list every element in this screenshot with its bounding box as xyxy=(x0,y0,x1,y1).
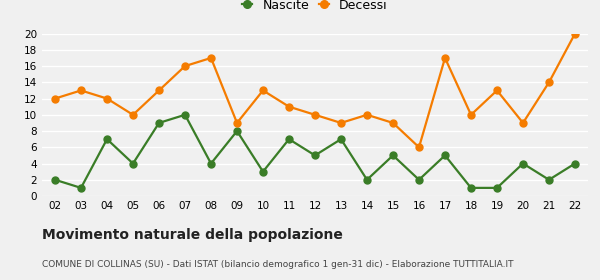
Nascite xyxy=(286,137,293,141)
Nascite xyxy=(467,186,475,190)
Decessi xyxy=(545,81,553,84)
Decessi xyxy=(52,97,59,100)
Legend: Nascite, Decessi: Nascite, Decessi xyxy=(238,0,392,17)
Decessi xyxy=(311,113,319,116)
Decessi xyxy=(364,113,371,116)
Nascite xyxy=(442,154,449,157)
Nascite xyxy=(77,186,85,190)
Nascite xyxy=(415,178,422,181)
Nascite xyxy=(181,113,188,116)
Decessi xyxy=(286,105,293,108)
Text: Movimento naturale della popolazione: Movimento naturale della popolazione xyxy=(42,228,343,242)
Decessi xyxy=(181,64,188,68)
Nascite xyxy=(311,154,319,157)
Decessi xyxy=(520,121,527,125)
Nascite xyxy=(337,137,344,141)
Nascite xyxy=(52,178,59,181)
Nascite xyxy=(155,121,163,125)
Nascite xyxy=(259,170,266,173)
Nascite xyxy=(233,129,241,133)
Decessi xyxy=(77,89,85,92)
Decessi xyxy=(233,121,241,125)
Nascite xyxy=(389,154,397,157)
Decessi xyxy=(103,97,110,100)
Decessi xyxy=(259,89,266,92)
Nascite xyxy=(130,162,137,165)
Nascite xyxy=(208,162,215,165)
Line: Decessi: Decessi xyxy=(52,30,578,151)
Line: Nascite: Nascite xyxy=(52,111,578,191)
Nascite xyxy=(103,137,110,141)
Decessi xyxy=(130,113,137,116)
Decessi xyxy=(493,89,500,92)
Decessi xyxy=(442,56,449,60)
Nascite xyxy=(545,178,553,181)
Decessi xyxy=(337,121,344,125)
Nascite xyxy=(571,162,578,165)
Decessi xyxy=(467,113,475,116)
Nascite xyxy=(493,186,500,190)
Nascite xyxy=(364,178,371,181)
Decessi xyxy=(415,146,422,149)
Decessi xyxy=(208,56,215,60)
Nascite xyxy=(520,162,527,165)
Text: COMUNE DI COLLINAS (SU) - Dati ISTAT (bilancio demografico 1 gen-31 dic) - Elabo: COMUNE DI COLLINAS (SU) - Dati ISTAT (bi… xyxy=(42,260,514,269)
Decessi xyxy=(389,121,397,125)
Decessi xyxy=(155,89,163,92)
Decessi xyxy=(571,32,578,35)
